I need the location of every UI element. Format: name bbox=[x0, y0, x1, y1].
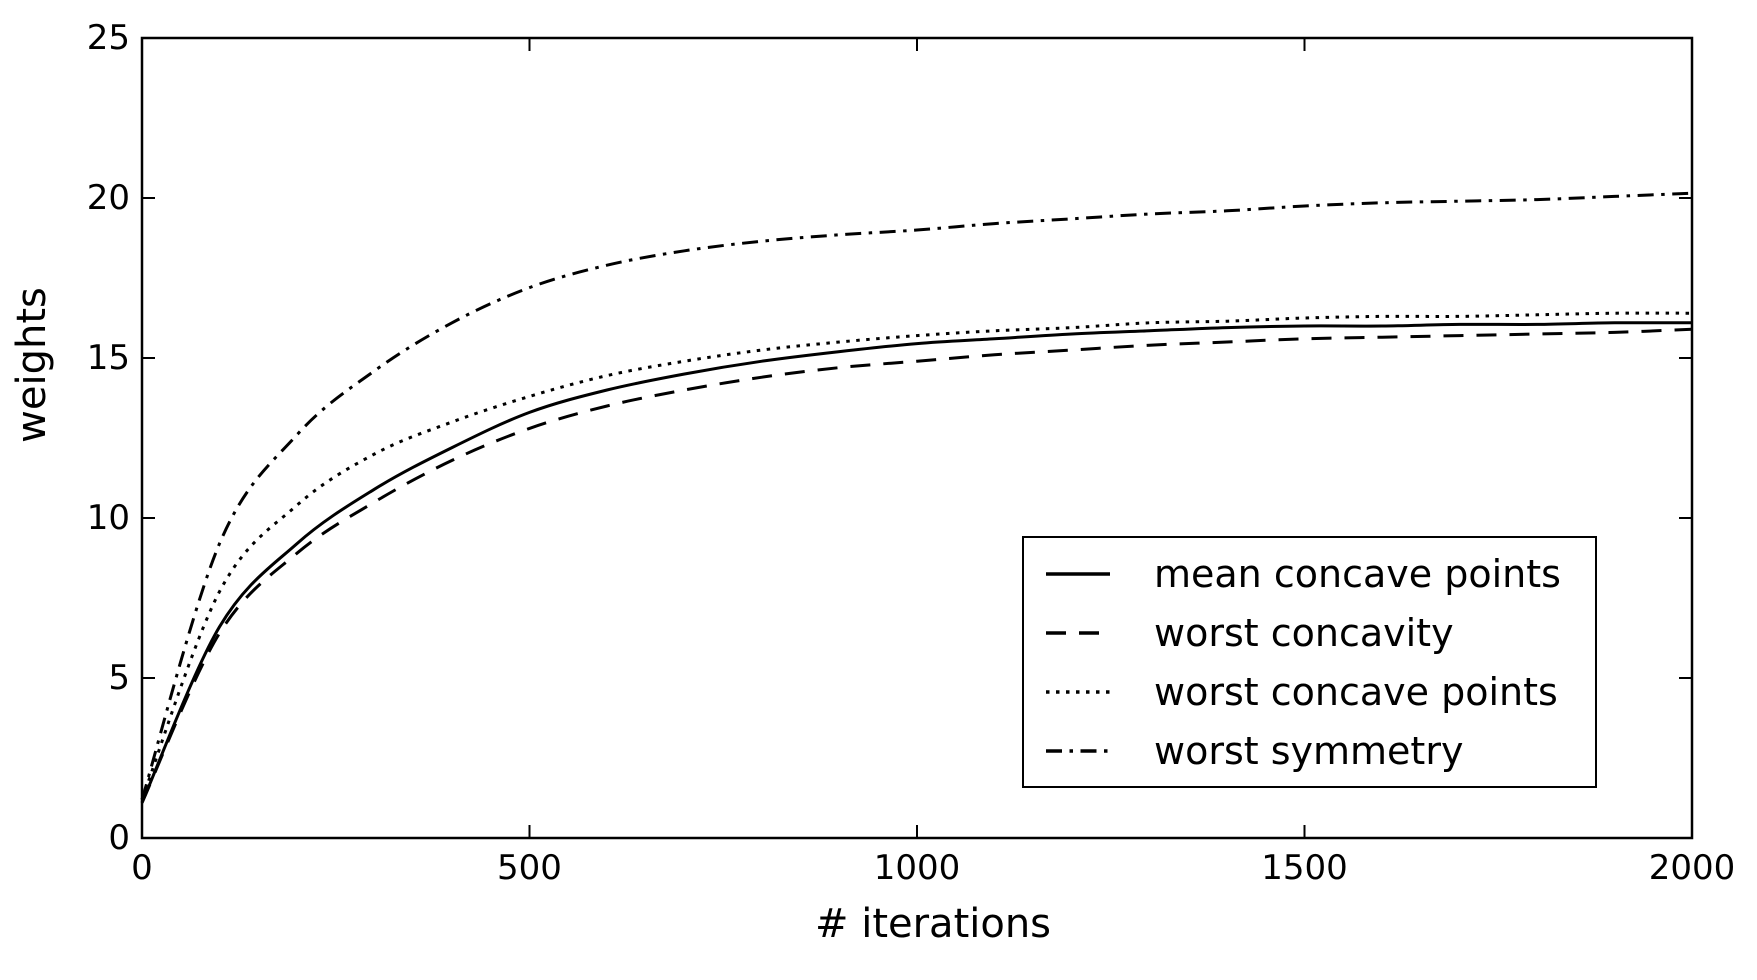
y-tick-label-20: 20 bbox=[86, 178, 130, 218]
curve-worst-symmetry bbox=[140, 191, 1693, 801]
y-axis-label: weights bbox=[9, 287, 55, 443]
legend-item-worst-concave-points: worst concave points bbox=[1045, 670, 1595, 714]
y-tick-label-15: 15 bbox=[86, 338, 130, 378]
y-tick-label-25: 25 bbox=[86, 18, 130, 58]
y-tick-label-5: 5 bbox=[108, 658, 130, 698]
legend-label-mean-concave-points: mean concave points bbox=[1154, 551, 1561, 596]
curve-worst-concavity bbox=[140, 327, 1693, 804]
x-tick-label-1000: 1000 bbox=[873, 848, 961, 888]
legend-line-sample-dotted-icon bbox=[1046, 689, 1110, 694]
legend-item-worst-concavity: worst concavity bbox=[1045, 611, 1595, 655]
x-tick-label-0: 0 bbox=[131, 848, 153, 888]
legend-line-sample-dashdot-icon bbox=[1046, 748, 1110, 753]
legend-label-worst-concave-points: worst concave points bbox=[1154, 669, 1558, 714]
legend-item-worst-symmetry: worst symmetry bbox=[1045, 729, 1595, 773]
y-tick-label-0: 0 bbox=[108, 818, 130, 858]
y-tick-label-10: 10 bbox=[86, 498, 130, 538]
curve-mean-concave-points bbox=[140, 321, 1693, 804]
x-tick-label-500: 500 bbox=[497, 848, 562, 888]
legend-line-sample-dashed-icon bbox=[1046, 630, 1110, 635]
x-tick-label-2000: 2000 bbox=[1648, 848, 1736, 888]
legend: mean concave points worst concavity worst … bbox=[1022, 536, 1597, 788]
x-axis-label: # iterations bbox=[814, 901, 1052, 947]
legend-line-sample-solid-icon bbox=[1046, 571, 1110, 576]
legend-label-worst-symmetry: worst symmetry bbox=[1154, 728, 1464, 773]
x-tick-label-1500: 1500 bbox=[1261, 848, 1348, 888]
curve-worst-concave-points bbox=[140, 311, 1693, 801]
legend-label-worst-concavity: worst concavity bbox=[1154, 610, 1454, 655]
legend-item-mean-concave-points: mean concave points bbox=[1045, 552, 1595, 596]
